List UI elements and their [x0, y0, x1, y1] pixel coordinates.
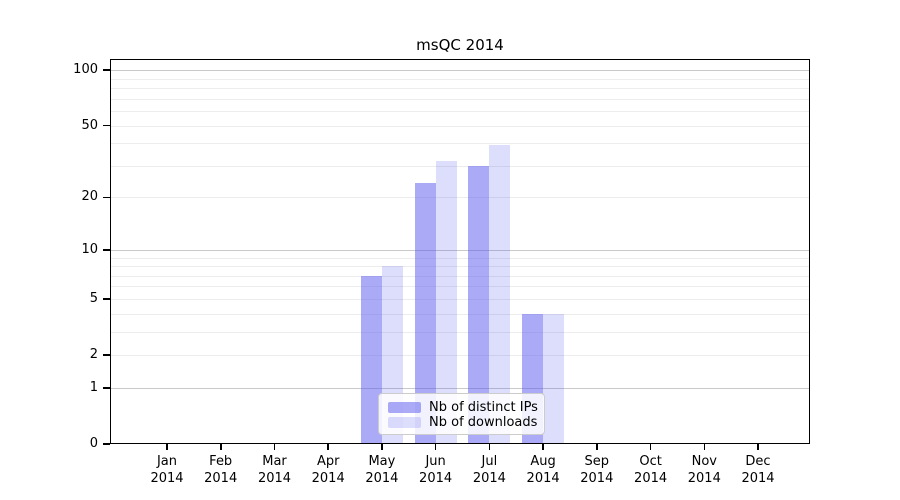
- gridline-minor: [110, 98, 810, 100]
- gridline-minor: [110, 165, 810, 167]
- bar-downloads-jul: [489, 145, 511, 444]
- legend-swatch-downloads: [388, 416, 421, 428]
- x-tick-mark: [488, 444, 491, 450]
- gridline-minor: [110, 275, 810, 277]
- x-tick-mark: [757, 444, 759, 450]
- gridline-major: [110, 387, 810, 389]
- y-tick-mark: [103, 443, 110, 445]
- x-tick-mark: [220, 444, 222, 450]
- y-tick-mark: [103, 387, 110, 389]
- chart-title: msQC 2014: [416, 36, 504, 54]
- gridline-minor: [110, 143, 810, 145]
- y-tick-label: 100: [73, 62, 98, 78]
- y-tick-mark: [103, 249, 110, 251]
- x-tick-label: May 2014: [365, 454, 399, 486]
- x-tick-label: Jul 2014: [472, 454, 506, 486]
- bar-distinct-ips-jun: [414, 183, 436, 444]
- y-tick-label: 50: [81, 117, 98, 133]
- legend-row-downloads: Nb of downloads: [388, 414, 538, 430]
- bar-downloads-aug: [543, 313, 565, 444]
- axes-frame: [110, 59, 810, 444]
- gridline-minor: [110, 313, 810, 315]
- gridline-minor: [110, 286, 810, 288]
- x-tick-label: Nov 2014: [687, 454, 721, 486]
- x-tick-mark: [434, 444, 437, 450]
- x-tick-mark: [542, 444, 544, 450]
- x-tick-mark: [166, 444, 168, 450]
- x-tick-mark: [649, 444, 652, 450]
- x-tick-mark: [381, 444, 383, 450]
- gridline-minor: [110, 78, 810, 80]
- gridline-minor: [110, 355, 810, 356]
- legend-row-distinct-ips: Nb of distinct IPs: [388, 399, 538, 415]
- bar-distinct-ips-may: [360, 275, 382, 444]
- gridline-minor: [110, 266, 810, 267]
- y-tick-mark: [103, 124, 110, 127]
- x-tick-label: Dec 2014: [741, 454, 775, 486]
- gridline-minor: [110, 125, 810, 127]
- x-tick-label: Apr 2014: [311, 454, 345, 486]
- gridline-minor: [110, 197, 810, 199]
- x-tick-label: Jun 2014: [419, 454, 453, 486]
- y-tick-label: 5: [89, 290, 98, 306]
- bar-downloads-jun: [435, 160, 457, 444]
- y-tick-label: 0: [89, 436, 98, 451]
- y-tick-mark: [103, 354, 110, 356]
- y-tick-label: 10: [81, 241, 98, 257]
- x-tick-label: Jan 2014: [150, 454, 184, 486]
- x-tick-mark: [596, 444, 598, 450]
- legend-swatch-distinct-ips: [388, 401, 421, 413]
- gridline-minor: [110, 331, 810, 333]
- gridline-major: [110, 70, 810, 72]
- gridline-minor: [110, 257, 810, 259]
- legend: Nb of distinct IPs Nb of downloads: [378, 393, 545, 435]
- x-tick-mark: [273, 444, 276, 450]
- y-tick-label: 20: [81, 189, 98, 205]
- gridline-minor: [110, 298, 810, 300]
- x-tick-mark: [703, 444, 705, 450]
- x-tick-label: Aug 2014: [526, 454, 560, 486]
- bar-distinct-ips-jul: [468, 165, 490, 444]
- y-tick-label: 1: [89, 379, 98, 395]
- gridline-major: [110, 249, 810, 251]
- gridline-minor: [110, 111, 810, 112]
- x-tick-label: Feb 2014: [204, 454, 238, 486]
- x-tick-mark: [327, 444, 329, 450]
- plot-area: [110, 59, 810, 444]
- x-tick-label: Oct 2014: [634, 454, 668, 486]
- y-tick-mark: [103, 298, 110, 300]
- x-tick-label: Mar 2014: [257, 454, 292, 486]
- y-tick-label: 2: [89, 347, 98, 362]
- gridline-minor: [110, 88, 810, 90]
- y-tick-mark: [103, 69, 110, 71]
- x-tick-label: Sep 2014: [580, 454, 614, 486]
- legend-label-distinct-ips: Nb of distinct IPs: [429, 399, 538, 415]
- y-tick-mark: [103, 196, 110, 199]
- legend-label-downloads: Nb of downloads: [429, 414, 538, 430]
